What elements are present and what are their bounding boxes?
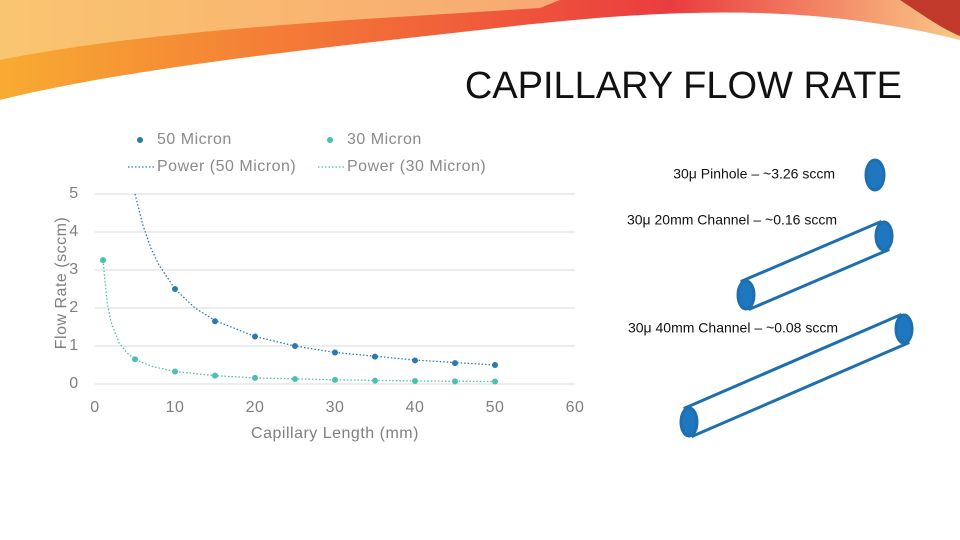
point — [332, 376, 338, 383]
x-axis-label: Capillary Length (mm) — [251, 425, 419, 442]
point — [132, 356, 138, 363]
legend-label: Power (30 Micron) — [347, 158, 486, 175]
point — [252, 374, 258, 381]
annotation: 30μ 20mm Channel – ~0.16 sccm — [627, 212, 837, 228]
x-tick-label: 0 — [90, 399, 99, 416]
trendline — [134, 193, 496, 366]
x-tick-label: 30 — [326, 399, 345, 416]
point — [492, 362, 498, 368]
y-tick-label: 2 — [69, 299, 78, 316]
point — [452, 378, 458, 385]
point — [372, 353, 378, 360]
annotation: 30μ Pinhole – ~3.26 sccm — [673, 166, 835, 182]
point — [212, 318, 218, 325]
slide-title: CAPILLARY FLOW RATE — [465, 65, 902, 107]
annotation: 30μ 40mm Channel – ~0.08 sccm — [628, 320, 838, 336]
point — [172, 368, 178, 375]
trendline — [102, 260, 496, 383]
legend-swatch — [327, 137, 333, 143]
point — [332, 349, 338, 356]
legend-label: 30 Micron — [347, 131, 422, 148]
diagram — [679, 158, 914, 439]
y-axis-label: Flow Rate (sccm) — [53, 217, 70, 349]
x-tick-label: 60 — [566, 399, 585, 416]
point — [172, 286, 178, 292]
y-tick-label: 0 — [69, 375, 78, 392]
y-tick-label: 3 — [69, 261, 78, 278]
legend-label: Power (50 Micron) — [157, 158, 296, 175]
y-tick-label: 5 — [69, 185, 78, 202]
point — [252, 333, 258, 340]
decoration — [0, 0, 960, 100]
x-tick-label: 10 — [166, 399, 185, 416]
x-tick-label: 50 — [486, 399, 505, 416]
legend-swatch — [137, 137, 143, 143]
point — [412, 377, 418, 384]
legend-label: 50 Micron — [157, 131, 232, 148]
x-tick-label: 40 — [406, 399, 425, 416]
y-tick-label: 4 — [69, 223, 78, 240]
y-tick-label: 1 — [69, 337, 78, 354]
point — [412, 357, 418, 364]
x-tick-label: 20 — [246, 399, 265, 416]
